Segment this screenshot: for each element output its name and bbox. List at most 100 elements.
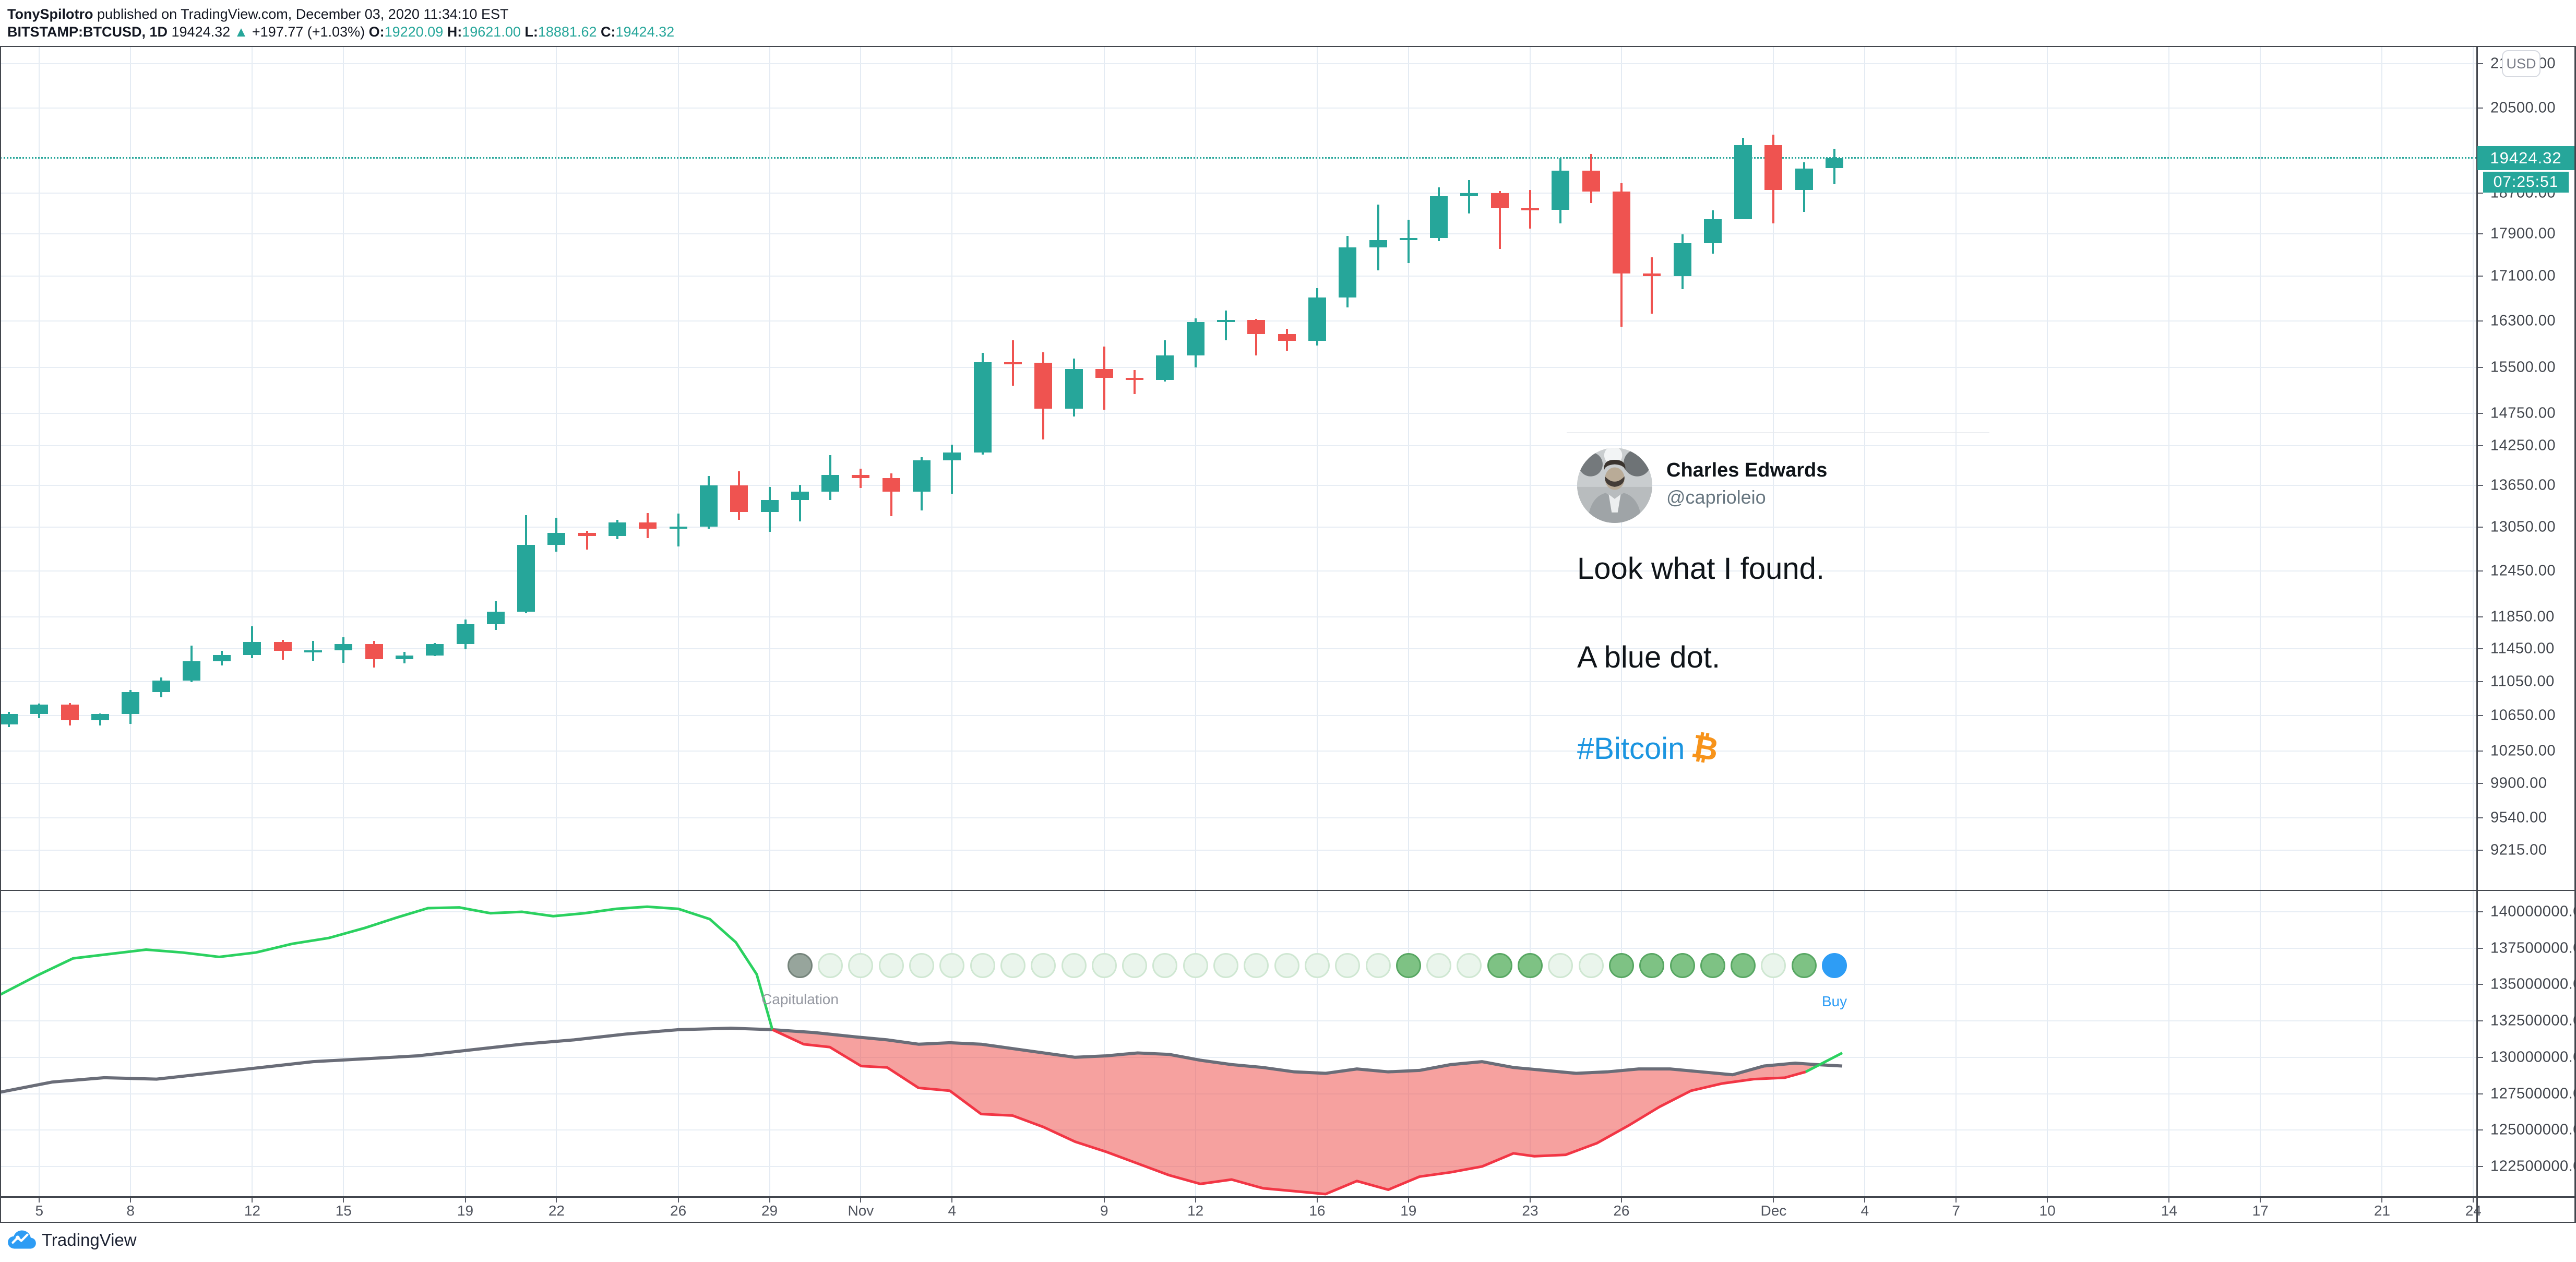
open-value: 19220.09	[384, 24, 444, 40]
time-axis-tick	[1316, 1197, 1318, 1203]
candle-body-Oct-6	[61, 704, 79, 720]
hash-ribbon-dot-light	[1761, 953, 1786, 978]
sub-axis-tick	[2477, 1129, 2483, 1131]
candle-wick-Nov-21	[1468, 180, 1471, 213]
grid-line-vertical	[1530, 46, 1531, 1196]
candle-body-Nov-14	[1247, 319, 1266, 335]
time-axis-label: 5	[35, 1203, 44, 1219]
time-axis-tick	[556, 1197, 557, 1203]
time-axis-tick	[2473, 1197, 2474, 1203]
price-axis-label: 10650.00	[2490, 707, 2556, 724]
candle-body-Nov-9	[1095, 368, 1113, 378]
hash-ribbon-dot-light	[818, 953, 843, 978]
chart-left-border	[0, 46, 1, 1223]
candle-wick-Nov-22	[1498, 191, 1501, 249]
grid-line-horizontal	[0, 783, 2476, 784]
fast-ma-line-red	[771, 1028, 1806, 1196]
time-axis-label: 12	[244, 1203, 260, 1219]
sub-axis-tick	[2477, 1020, 2483, 1022]
grid-line-horizontal	[0, 193, 2476, 194]
price-axis-tick	[2477, 413, 2483, 414]
candle-body-Nov-12	[1186, 322, 1204, 356]
time-axis-tick	[39, 1197, 40, 1203]
hash-ribbon-dot-light	[1578, 953, 1604, 978]
time-axis-tick	[1408, 1197, 1409, 1203]
sub-axis-tick	[2477, 984, 2483, 985]
time-axis-tick	[677, 1197, 679, 1203]
countdown-label: 07:25:51	[2483, 171, 2569, 193]
time-axis-label: 19	[1400, 1203, 1417, 1219]
candle-wick-Nov-9	[1103, 347, 1105, 410]
time-axis-tick	[130, 1197, 132, 1203]
grid-line-horizontal-sub	[0, 984, 2476, 985]
sub-axis-tick	[2477, 1165, 2483, 1167]
time-axis-label: 15	[335, 1203, 352, 1219]
candle-body-Oct-23	[578, 532, 596, 536]
tradingview-logo-icon[interactable]	[7, 1229, 37, 1250]
candle-body-Nov-25	[1582, 171, 1600, 192]
publish-info: TonySpilotro published on TradingView.co…	[7, 5, 674, 23]
candle-body-Nov-7	[1034, 363, 1053, 409]
candle-body-Oct-22	[547, 532, 566, 545]
grid-line-horizontal	[0, 233, 2476, 235]
grid-line-vertical	[1316, 46, 1318, 1196]
time-axis-border	[0, 1196, 2576, 1198]
hash-ribbon-dot-light	[1274, 953, 1299, 978]
grid-line-vertical	[252, 46, 253, 1196]
price-axis-label: 9540.00	[2490, 809, 2547, 826]
candle-body-Nov-28	[1673, 243, 1691, 276]
candle-body-Nov-8	[1065, 368, 1083, 409]
currency-badge: USD	[2502, 50, 2541, 77]
candle-body-Oct-9	[152, 681, 170, 693]
hash-ribbon-dot-light	[1061, 953, 1087, 978]
candle-wick-Nov-27	[1651, 257, 1653, 314]
time-axis-label: 12	[1187, 1203, 1204, 1219]
candle-body-Oct-24	[609, 522, 626, 536]
grid-line-horizontal	[0, 570, 2476, 572]
candle-body-Nov-6	[1004, 362, 1022, 364]
price-axis-tick	[2477, 616, 2483, 617]
candle-body-Oct-18	[426, 644, 444, 656]
currency-label: USD	[2506, 55, 2536, 72]
grid-line-vertical	[951, 46, 953, 1196]
grid-line-horizontal	[0, 320, 2476, 322]
grid-line-horizontal	[0, 648, 2476, 649]
up-arrow-icon: ▲	[234, 24, 248, 40]
candle-body-Nov-30	[1734, 145, 1752, 219]
time-axis-label: 14	[2161, 1203, 2177, 1219]
price-axis-label: 14750.00	[2490, 404, 2556, 422]
sub-axis-tick	[2477, 1056, 2483, 1058]
time-axis-tick	[464, 1197, 466, 1203]
grid-line-vertical	[2260, 46, 2261, 1196]
last-price-line	[0, 157, 2476, 159]
tweet-divider	[1567, 432, 1989, 433]
price-axis-tick	[2477, 233, 2483, 235]
symbol-info: BITSTAMP:BTCUSD, 1D 19424.32 ▲ +197.77 (…	[7, 23, 674, 41]
candle-body-Dec-2	[1795, 169, 1813, 190]
time-axis-label: 8	[126, 1203, 135, 1219]
price-axis-tick	[2477, 485, 2483, 486]
tweet-text-line1: Look what I found.	[1577, 552, 1824, 586]
hash-ribbon-dot-dark	[1487, 953, 1512, 978]
tweet-text-line2: A blue dot.	[1577, 640, 1721, 674]
sub-axis-tick	[2477, 947, 2483, 949]
time-axis-label: 24	[2465, 1203, 2482, 1219]
panel-separator	[0, 890, 2576, 891]
hash-ribbon-dot-light	[1426, 953, 1452, 978]
time-axis-label: 22	[548, 1203, 565, 1219]
candle-body-Oct-31	[821, 475, 840, 492]
time-axis-tick	[2381, 1197, 2383, 1203]
candle-body-Nov-21	[1460, 193, 1478, 197]
time-axis-tick	[1195, 1197, 1196, 1203]
hash-ribbon-dot-dark	[1700, 953, 1725, 978]
price-axis-label: 20500.00	[2490, 99, 2556, 116]
candle-wick-Oct-23	[586, 530, 588, 550]
sub-axis-label: 122500000.00	[2490, 1158, 2576, 1175]
tradingview-brand-text[interactable]: TradingView	[42, 1230, 137, 1249]
grid-line-horizontal	[0, 616, 2476, 617]
candle-body-Nov-15	[1278, 334, 1296, 341]
candle-body-Nov-13	[1217, 319, 1235, 323]
candle-body-Nov-29	[1703, 219, 1722, 244]
candle-body-Nov-24	[1552, 171, 1570, 210]
time-axis-label: 21	[2374, 1203, 2390, 1219]
